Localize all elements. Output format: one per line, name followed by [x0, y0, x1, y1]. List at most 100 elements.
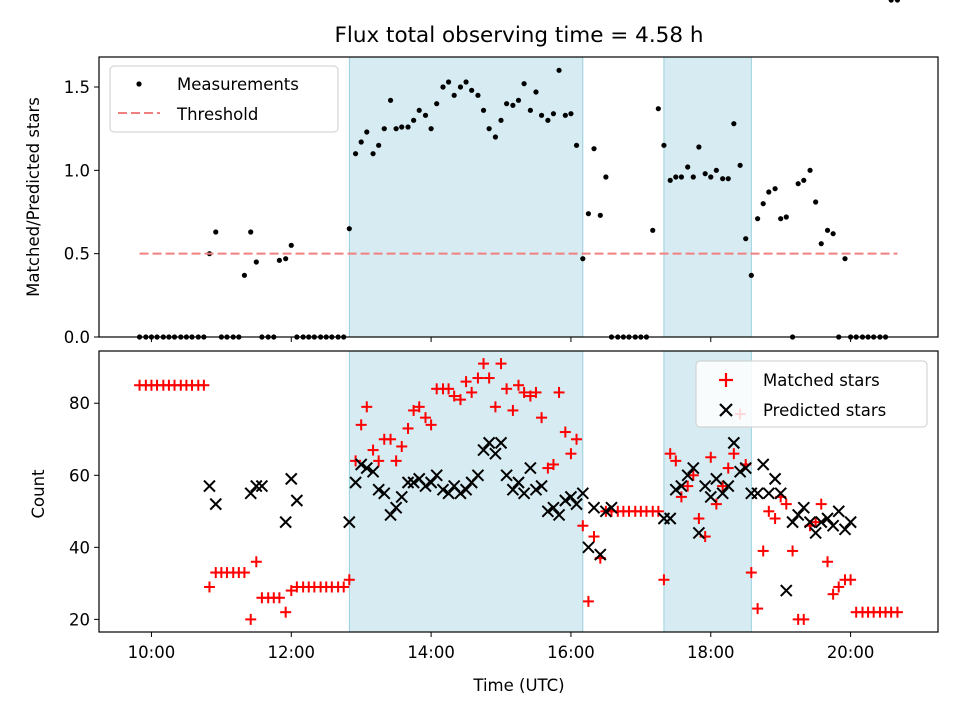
measurement-point — [451, 92, 457, 98]
matched-star-point — [582, 595, 594, 607]
x-stroke-2 — [494, 436, 508, 450]
predicted-star-point — [506, 483, 520, 496]
x-stroke-2 — [401, 476, 415, 489]
matched-star-point — [466, 386, 478, 398]
x-stroke-2 — [244, 487, 257, 500]
matched-star-point — [780, 498, 792, 510]
x-stroke-2 — [570, 497, 583, 511]
measurement-point — [795, 181, 801, 187]
measurement-point — [498, 117, 504, 123]
x-stroke-2 — [803, 515, 817, 529]
predicted-star-point — [430, 469, 443, 482]
x-stroke-2 — [529, 483, 543, 496]
x-stroke-2 — [541, 505, 555, 518]
matched-star-point — [285, 585, 297, 597]
measurement-point — [457, 84, 464, 90]
matched-star-point — [810, 516, 822, 528]
measurement-point — [830, 231, 836, 237]
measurement-point — [248, 229, 254, 235]
measurement-point — [545, 117, 551, 123]
measurement-point — [346, 226, 352, 232]
predicted-star-point — [471, 469, 485, 482]
measurement-point — [475, 92, 481, 98]
measurement-point — [678, 174, 685, 180]
matched-star-point — [338, 581, 350, 593]
predicted-star-point — [372, 483, 385, 496]
matched-star-point — [769, 513, 781, 525]
shaded-interval — [348, 350, 584, 633]
measurement-point — [463, 79, 469, 85]
matched-star-point — [664, 448, 676, 460]
matched-star-point — [355, 419, 367, 431]
y-tick-label: 40 — [69, 538, 90, 557]
x-tick-label: 14:00 — [407, 643, 455, 662]
measurement-point — [842, 256, 848, 262]
predicted-star-point — [704, 490, 717, 504]
matched-star-point — [408, 404, 420, 416]
predicted-star-point — [366, 465, 380, 478]
predicted-star-point — [757, 458, 770, 471]
y-tick-label: 0.0 — [64, 328, 90, 347]
predicted-star-point — [681, 469, 694, 482]
matched-star-point — [425, 419, 437, 431]
measurement-point — [673, 174, 679, 180]
matched-star-point — [478, 358, 490, 370]
x-stroke-2 — [419, 479, 432, 493]
x-stroke-2 — [459, 483, 473, 496]
measurement-point — [824, 227, 831, 233]
measurement-point — [422, 112, 429, 118]
measurement-point — [387, 97, 394, 103]
x-stroke-2 — [669, 483, 683, 496]
bottom-plot-area — [134, 358, 903, 625]
series-predicted-stars — [203, 436, 857, 597]
predicted-star-point — [354, 458, 368, 471]
predicted-star-point — [494, 436, 508, 450]
predicted-star-point — [524, 461, 537, 475]
predicted-star-point — [594, 548, 607, 561]
x-stroke-2 — [430, 469, 443, 482]
legend-label-predicted-stars: Predicted stars — [763, 401, 886, 420]
predicted-star-point — [716, 487, 729, 500]
x-stroke-2 — [582, 541, 595, 554]
x-stroke-2 — [844, 515, 857, 529]
matched-star-point — [203, 581, 215, 593]
x-stroke-2 — [482, 436, 496, 450]
predicted-star-point — [838, 523, 852, 536]
top-legend: Measurements Threshold — [109, 65, 339, 133]
predicted-star-point — [751, 487, 764, 500]
matched-star-point — [763, 505, 775, 517]
predicted-star-point — [500, 469, 513, 482]
matched-star-point — [489, 401, 501, 413]
measurement-point — [766, 189, 772, 195]
measurement-point — [755, 216, 761, 222]
matched-star-point — [815, 498, 827, 510]
predicted-star-point — [477, 443, 490, 457]
legend-label-threshold: Threshold — [176, 105, 258, 124]
measurement-point — [399, 124, 405, 130]
x-stroke-2 — [751, 487, 764, 500]
x-stroke-2 — [687, 461, 700, 475]
predicted-star-point — [722, 479, 735, 493]
predicted-star-point — [710, 472, 723, 486]
legend-label-measurements: Measurements — [177, 75, 299, 94]
matched-star-point — [373, 455, 385, 467]
x-stroke-2 — [774, 487, 787, 500]
bottom-legend: Matched stars Predicted stars — [695, 360, 928, 428]
measurement-point — [603, 174, 609, 180]
predicted-star-point — [570, 497, 583, 511]
matched-star-point — [343, 574, 355, 586]
x-stroke-2 — [762, 487, 776, 500]
x-stroke-2 — [477, 443, 490, 457]
x-stroke-2 — [675, 479, 688, 493]
predicted-star-point — [279, 515, 292, 529]
x-stroke-2 — [692, 526, 706, 540]
matched-star-point — [413, 401, 425, 413]
bottom-x-ticks: 10:00 12:00 14:00 16:00 18:00 20:00 — [128, 632, 874, 662]
measurement-point — [405, 124, 411, 130]
predicted-star-point — [517, 487, 531, 500]
measurement-point — [568, 111, 574, 117]
predicted-star-point — [203, 479, 216, 493]
x-stroke-2 — [209, 497, 222, 511]
